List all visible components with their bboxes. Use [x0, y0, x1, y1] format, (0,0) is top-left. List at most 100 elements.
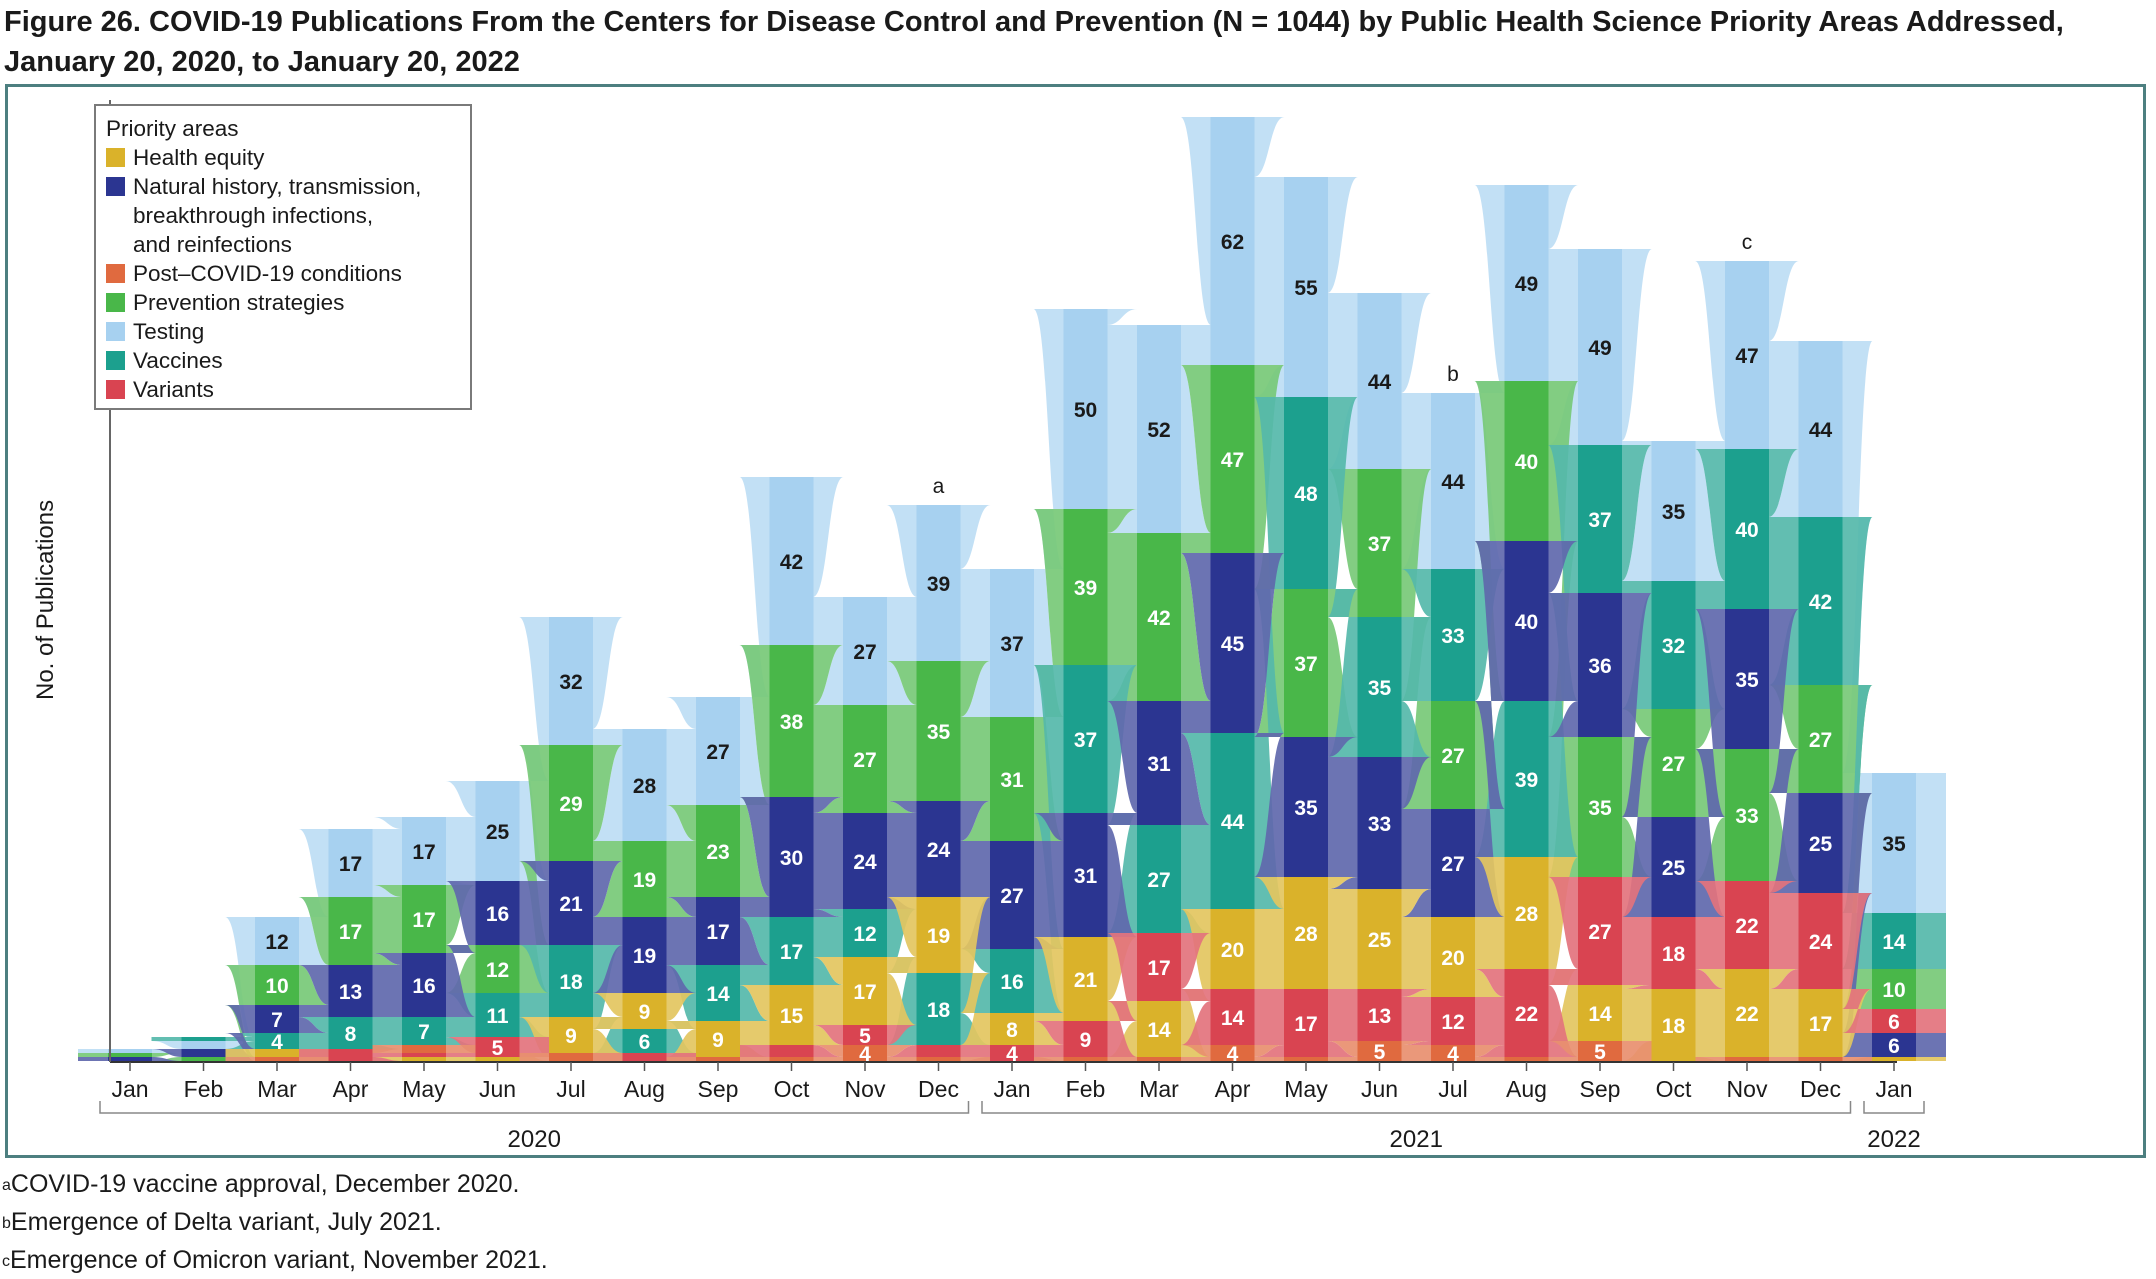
bar-prevention-7	[622, 841, 667, 917]
bar-equity-2	[255, 1049, 299, 1057]
bar-equity-20	[1578, 985, 1622, 1041]
bar-vaccines-1	[181, 1037, 226, 1041]
bar-natural-9	[769, 797, 814, 917]
bar-natural-5	[475, 881, 520, 945]
legend-label-testing: Testing	[133, 319, 205, 344]
segment-label-equity-15: 20	[1221, 939, 1244, 962]
bar-prevention-5	[475, 945, 520, 993]
segment-label-natural-11: 24	[927, 839, 951, 862]
bar-equity-4	[402, 1057, 446, 1061]
bar-natural-2	[255, 1005, 299, 1033]
legend-label-natural: Natural history, transmission, breakthro…	[133, 174, 422, 257]
segment-label-testing-10: 27	[853, 641, 876, 664]
x-tick-label-10: Nov	[845, 1076, 886, 1102]
bar-variants-15	[1210, 989, 1255, 1045]
bar-prevention-16	[1284, 589, 1328, 737]
bar-equity-19	[1504, 857, 1549, 969]
segment-label-natural-16: 35	[1294, 797, 1318, 820]
segment-label-vaccines-11: 18	[927, 999, 951, 1022]
bar-testing-0	[108, 1049, 152, 1053]
segment-label-vaccines-21: 32	[1662, 635, 1685, 658]
x-tick-label-6: Jul	[556, 1076, 585, 1102]
bar-equity-7	[622, 993, 667, 1029]
bar-testing-4	[402, 817, 446, 885]
bar-variants-9	[769, 1045, 814, 1057]
bar-equity-5	[475, 1057, 520, 1061]
bar-testing-23	[1798, 341, 1843, 517]
segment-label-variants-5: 5	[492, 1037, 504, 1060]
bar-vaccines-5	[475, 993, 520, 1037]
segment-label-equity-6: 9	[565, 1025, 577, 1048]
bar-vaccines-13	[1063, 665, 1108, 813]
segment-label-equity-16: 28	[1294, 923, 1318, 946]
segment-label-vaccines-17: 35	[1368, 677, 1392, 700]
segment-label-variants-20: 27	[1588, 921, 1611, 944]
bar-post-20	[1578, 1041, 1622, 1061]
segment-label-natural-13: 31	[1074, 865, 1098, 888]
bar-variants-7	[622, 1053, 667, 1061]
segment-label-equity-19: 28	[1515, 903, 1539, 926]
segment-label-natural-24: 6	[1888, 1035, 1900, 1058]
bar-testing-14	[1137, 325, 1181, 533]
bar-post-19	[1504, 1057, 1549, 1061]
segment-label-vaccines-2: 4	[271, 1031, 283, 1054]
segment-label-equity-8: 9	[712, 1029, 724, 1052]
segment-label-testing-20: 49	[1588, 337, 1611, 360]
segment-label-post-17: 5	[1374, 1041, 1386, 1064]
segment-label-vaccines-13: 37	[1074, 729, 1097, 752]
legend-item-prevention: Prevention strategies	[106, 288, 460, 317]
segment-label-variants-16: 17	[1294, 1013, 1317, 1036]
bar-variants-13	[1063, 1021, 1108, 1057]
bar-post-8	[696, 1057, 740, 1061]
x-tick-label-20: Sep	[1580, 1076, 1621, 1102]
bar-prevention-18	[1431, 701, 1475, 809]
segment-label-testing-21: 35	[1662, 501, 1686, 524]
segment-label-variants-19: 22	[1515, 1003, 1538, 1026]
x-tick-label-15: Apr	[1215, 1076, 1251, 1102]
segment-label-natural-8: 17	[706, 921, 729, 944]
segment-label-natural-12: 27	[1000, 885, 1023, 908]
segment-label-equity-11: 19	[927, 925, 950, 948]
bar-vaccines-6	[549, 945, 593, 1017]
segment-label-variants-17: 13	[1368, 1005, 1391, 1028]
segment-label-natural-2: 7	[271, 1009, 283, 1032]
bar-vaccines-22	[1725, 449, 1769, 609]
bar-natural-1	[181, 1049, 226, 1057]
bar-variants-20	[1578, 877, 1622, 985]
bar-prevention-9	[769, 645, 814, 797]
year-label-2021: 2021	[1390, 1126, 1443, 1153]
bar-vaccines-17	[1357, 617, 1402, 757]
bar-variants-4	[402, 1053, 446, 1057]
segment-label-testing-13: 50	[1074, 399, 1097, 422]
segment-label-prevention-12: 31	[1000, 769, 1024, 792]
legend-item-testing: Testing	[106, 317, 460, 346]
segment-label-prevention-22: 33	[1735, 805, 1758, 828]
x-tick-label-14: Mar	[1139, 1076, 1179, 1102]
bar-testing-2	[255, 917, 299, 965]
segment-label-variants-12: 4	[1006, 1043, 1018, 1066]
legend-item-vaccines: Vaccines	[106, 346, 460, 375]
segment-label-natural-23: 25	[1809, 833, 1833, 856]
figure-title: Figure 26. COVID-19 Publications From th…	[4, 6, 2064, 78]
annotation-b: b	[1447, 363, 1459, 386]
segment-label-prevention-9: 38	[780, 711, 804, 734]
legend-item-equity: Health equity	[106, 143, 460, 172]
segment-label-variants-23: 24	[1809, 931, 1833, 954]
bar-variants-12	[990, 1045, 1034, 1061]
ribbon-vaccines	[151, 397, 1946, 1053]
x-tick-label-7: Aug	[624, 1076, 665, 1102]
segment-label-vaccines-15: 44	[1221, 811, 1245, 834]
segment-label-vaccines-8: 14	[706, 983, 730, 1006]
footnote-c: cEmergence of Omicron variant, November …	[2, 1246, 548, 1274]
legend-swatch-testing	[106, 322, 125, 341]
segment-label-prevention-23: 27	[1809, 729, 1832, 752]
bar-post-4	[402, 1045, 446, 1053]
bar-variants-17	[1357, 989, 1402, 1041]
ribbon-post	[1695, 1057, 1873, 1061]
segment-label-vaccines-19: 39	[1515, 769, 1538, 792]
year-bracket-2021	[981, 1101, 1852, 1114]
footnotes: aCOVID-19 vaccine approval, December 202…	[2, 1165, 548, 1279]
bar-prevention-20	[1578, 737, 1622, 877]
segment-label-post-18: 4	[1447, 1043, 1459, 1066]
bar-prevention-13	[1063, 509, 1108, 665]
